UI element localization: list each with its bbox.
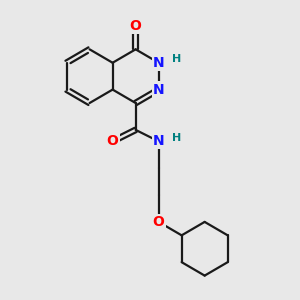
Text: H: H: [172, 133, 181, 142]
Text: N: N: [153, 82, 164, 97]
Text: N: N: [153, 56, 164, 70]
Text: O: O: [107, 134, 118, 148]
Text: O: O: [153, 215, 165, 229]
Text: H: H: [172, 54, 181, 64]
Text: N: N: [153, 134, 164, 148]
Text: O: O: [130, 19, 142, 33]
